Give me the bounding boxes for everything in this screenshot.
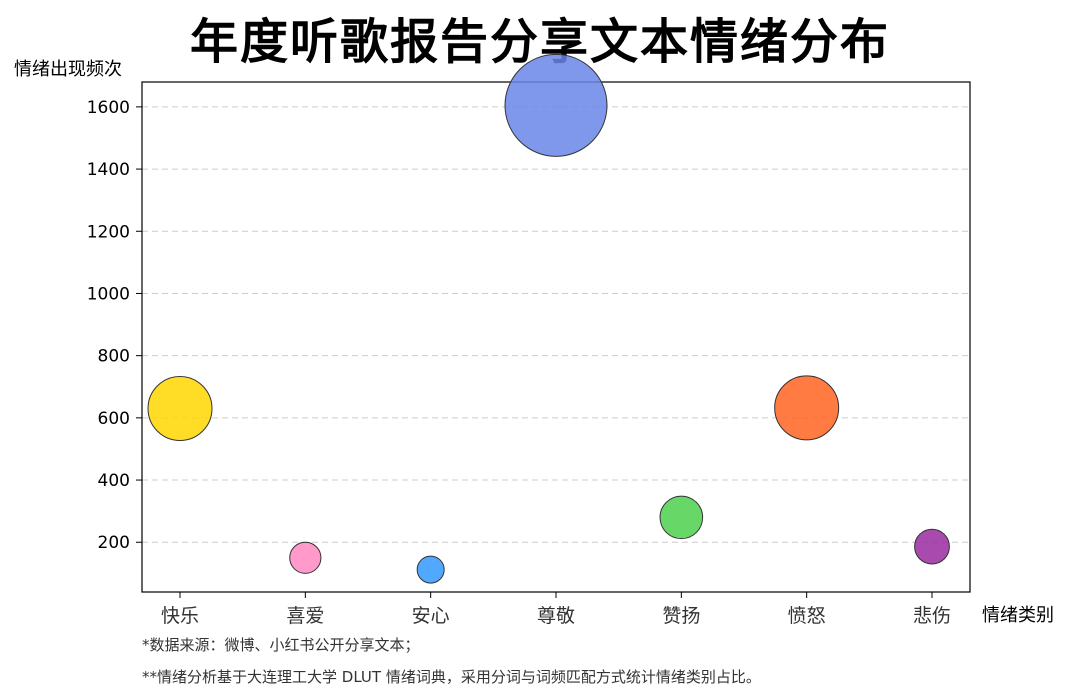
bubble-6 [774, 375, 840, 441]
y-tick-label: 600 [98, 409, 130, 429]
x-tick-label: 悲伤 [913, 605, 951, 627]
x-tick-label: 尊敬 [537, 605, 575, 627]
bubble-5 [659, 495, 704, 540]
bubble-1 [147, 376, 213, 442]
y-tick-label: 1400 [87, 160, 130, 180]
y-tick-label: 1600 [87, 98, 130, 118]
x-tick-label: 快乐 [161, 605, 199, 627]
bubble-2 [289, 541, 322, 574]
gridlines [142, 106, 970, 543]
bubbles [147, 53, 950, 584]
plot-area-frame [141, 81, 971, 593]
x-tick-label: 安心 [412, 605, 450, 627]
bubble-4 [504, 53, 608, 157]
source-note: *数据来源：微博、小红书公开分享文本； [142, 636, 420, 654]
y-tick-label: 200 [98, 533, 130, 553]
y-tick-label: 800 [98, 347, 130, 367]
y-tick-label: 400 [98, 471, 130, 491]
y-axis-label: 情绪出现频次 [14, 59, 122, 80]
y-axis: 200 400 600 800 1000 1200 1400 1600 [87, 98, 142, 553]
x-tick-label: 赞扬 [662, 605, 700, 627]
x-tick-label: 喜爱 [286, 605, 324, 627]
y-tick-label: 1000 [87, 284, 130, 304]
bubble-3 [416, 555, 445, 584]
method-note: **情绪分析基于大连理工大学 DLUT 情绪词典，采用分词与词频匹配方式统计情绪… [142, 668, 761, 686]
x-axis: 快乐 喜爱 安心 尊敬 赞扬 愤怒 悲伤 [161, 592, 951, 627]
y-tick-label: 1200 [87, 222, 130, 242]
bubble-7 [914, 528, 950, 565]
x-tick-label: 愤怒 [788, 605, 826, 627]
x-axis-label: 情绪类别 [982, 605, 1054, 626]
